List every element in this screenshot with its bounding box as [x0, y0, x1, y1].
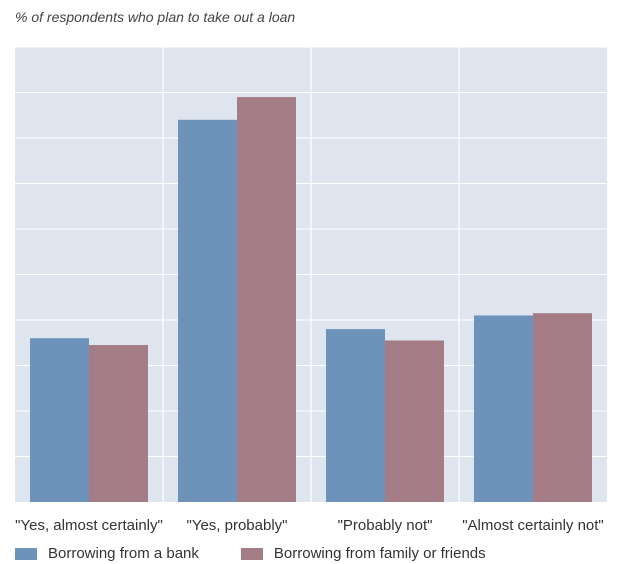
bar-bank-3 — [474, 315, 533, 502]
bar-family-2 — [385, 340, 444, 502]
bar-family-0 — [89, 345, 148, 502]
legend-label-family: Borrowing from family or friends — [273, 545, 486, 562]
bar-chart: "Yes, almost certainly" "Yes, probably" "P… — [15, 46, 607, 534]
bar-family-3 — [533, 313, 592, 502]
legend-item-family: Borrowing from family or friends — [240, 545, 486, 562]
legend-swatch-family — [240, 547, 263, 560]
category-label: "Probably not" — [338, 517, 433, 534]
bar-bank-1 — [178, 119, 237, 503]
category-label: "Yes, almost certainly" — [15, 517, 163, 534]
legend: Borrowing from a bank Borrowing from fam… — [15, 545, 528, 562]
gridlines — [15, 46, 607, 502]
category-label: "Yes, probably" — [187, 517, 288, 534]
bar-bank-2 — [326, 329, 385, 502]
bars — [30, 97, 592, 503]
bar-bank-0 — [30, 338, 89, 502]
legend-swatch-bank — [15, 547, 37, 560]
category-label: "Almost certainly not" — [462, 517, 604, 534]
legend-item-bank: Borrowing from a bank — [15, 545, 199, 562]
legend-label-bank: Borrowing from a bank — [48, 545, 199, 562]
chart-title: % of respondents who plan to take out a … — [15, 9, 296, 25]
category-labels: "Yes, almost certainly" "Yes, probably" "P… — [15, 517, 604, 534]
bar-family-1 — [237, 97, 296, 503]
